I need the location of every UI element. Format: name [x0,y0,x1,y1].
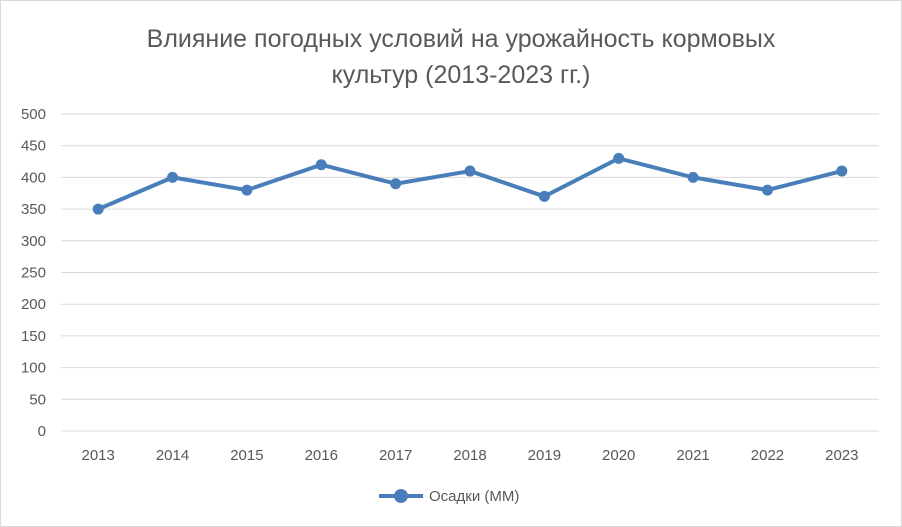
data-point-2016 [315,159,327,171]
data-point-2022 [761,184,773,196]
data-point-2015 [241,184,253,196]
data-point-2014 [167,171,179,183]
x-tick-label: 2021 [676,447,709,464]
y-tick-label: 50 [29,391,46,408]
x-tick-label: 2018 [453,447,486,464]
y-axis: 0 50 100 150 200 250 300 350 400 450 500 [21,106,46,440]
x-tick-label: 2015 [230,447,263,464]
x-tick-label: 2014 [156,447,189,464]
gridlines [61,113,879,432]
chart-title-line-1: Влияние погодных условий на урожайность … [146,25,776,53]
data-point-2019 [538,190,550,202]
x-tick-label: 2020 [602,447,635,464]
chart-title: Влияние погодных условий на урожайность … [61,21,861,93]
x-tick-label: 2019 [528,447,561,464]
x-axis: 2013 2014 2015 2016 2017 2018 2019 2020 2021 2022… [81,447,858,464]
y-tick-label: 450 [21,138,46,155]
x-tick-label: 2013 [81,447,114,464]
legend: Осадки (ММ) [379,485,519,507]
legend-marker [379,489,423,503]
data-point-2013 [92,203,104,215]
legend-dot [394,489,408,503]
series-line-group [92,152,848,215]
y-tick-label: 0 [38,423,46,440]
x-tick-label: 2017 [379,447,412,464]
y-tick-label: 350 [21,201,46,218]
data-point-2017 [390,178,402,190]
legend-label: Осадки (ММ) [429,487,520,505]
y-tick-label: 400 [21,169,46,186]
y-tick-label: 300 [21,233,46,250]
data-point-2018 [464,165,476,177]
x-tick-label: 2023 [825,447,858,464]
x-tick-label: 2022 [751,447,784,464]
y-tick-label: 250 [21,265,46,282]
x-tick-label: 2016 [305,447,338,464]
data-point-2023 [836,165,848,177]
y-tick-label: 500 [21,106,46,123]
data-point-2021 [687,171,699,183]
y-tick-label: 200 [21,296,46,313]
y-tick-label: 150 [21,328,46,345]
y-tick-label: 100 [21,360,46,377]
chart-title-line-2: культур (2013-2023 гг.) [331,61,591,89]
data-point-2020 [613,152,625,164]
